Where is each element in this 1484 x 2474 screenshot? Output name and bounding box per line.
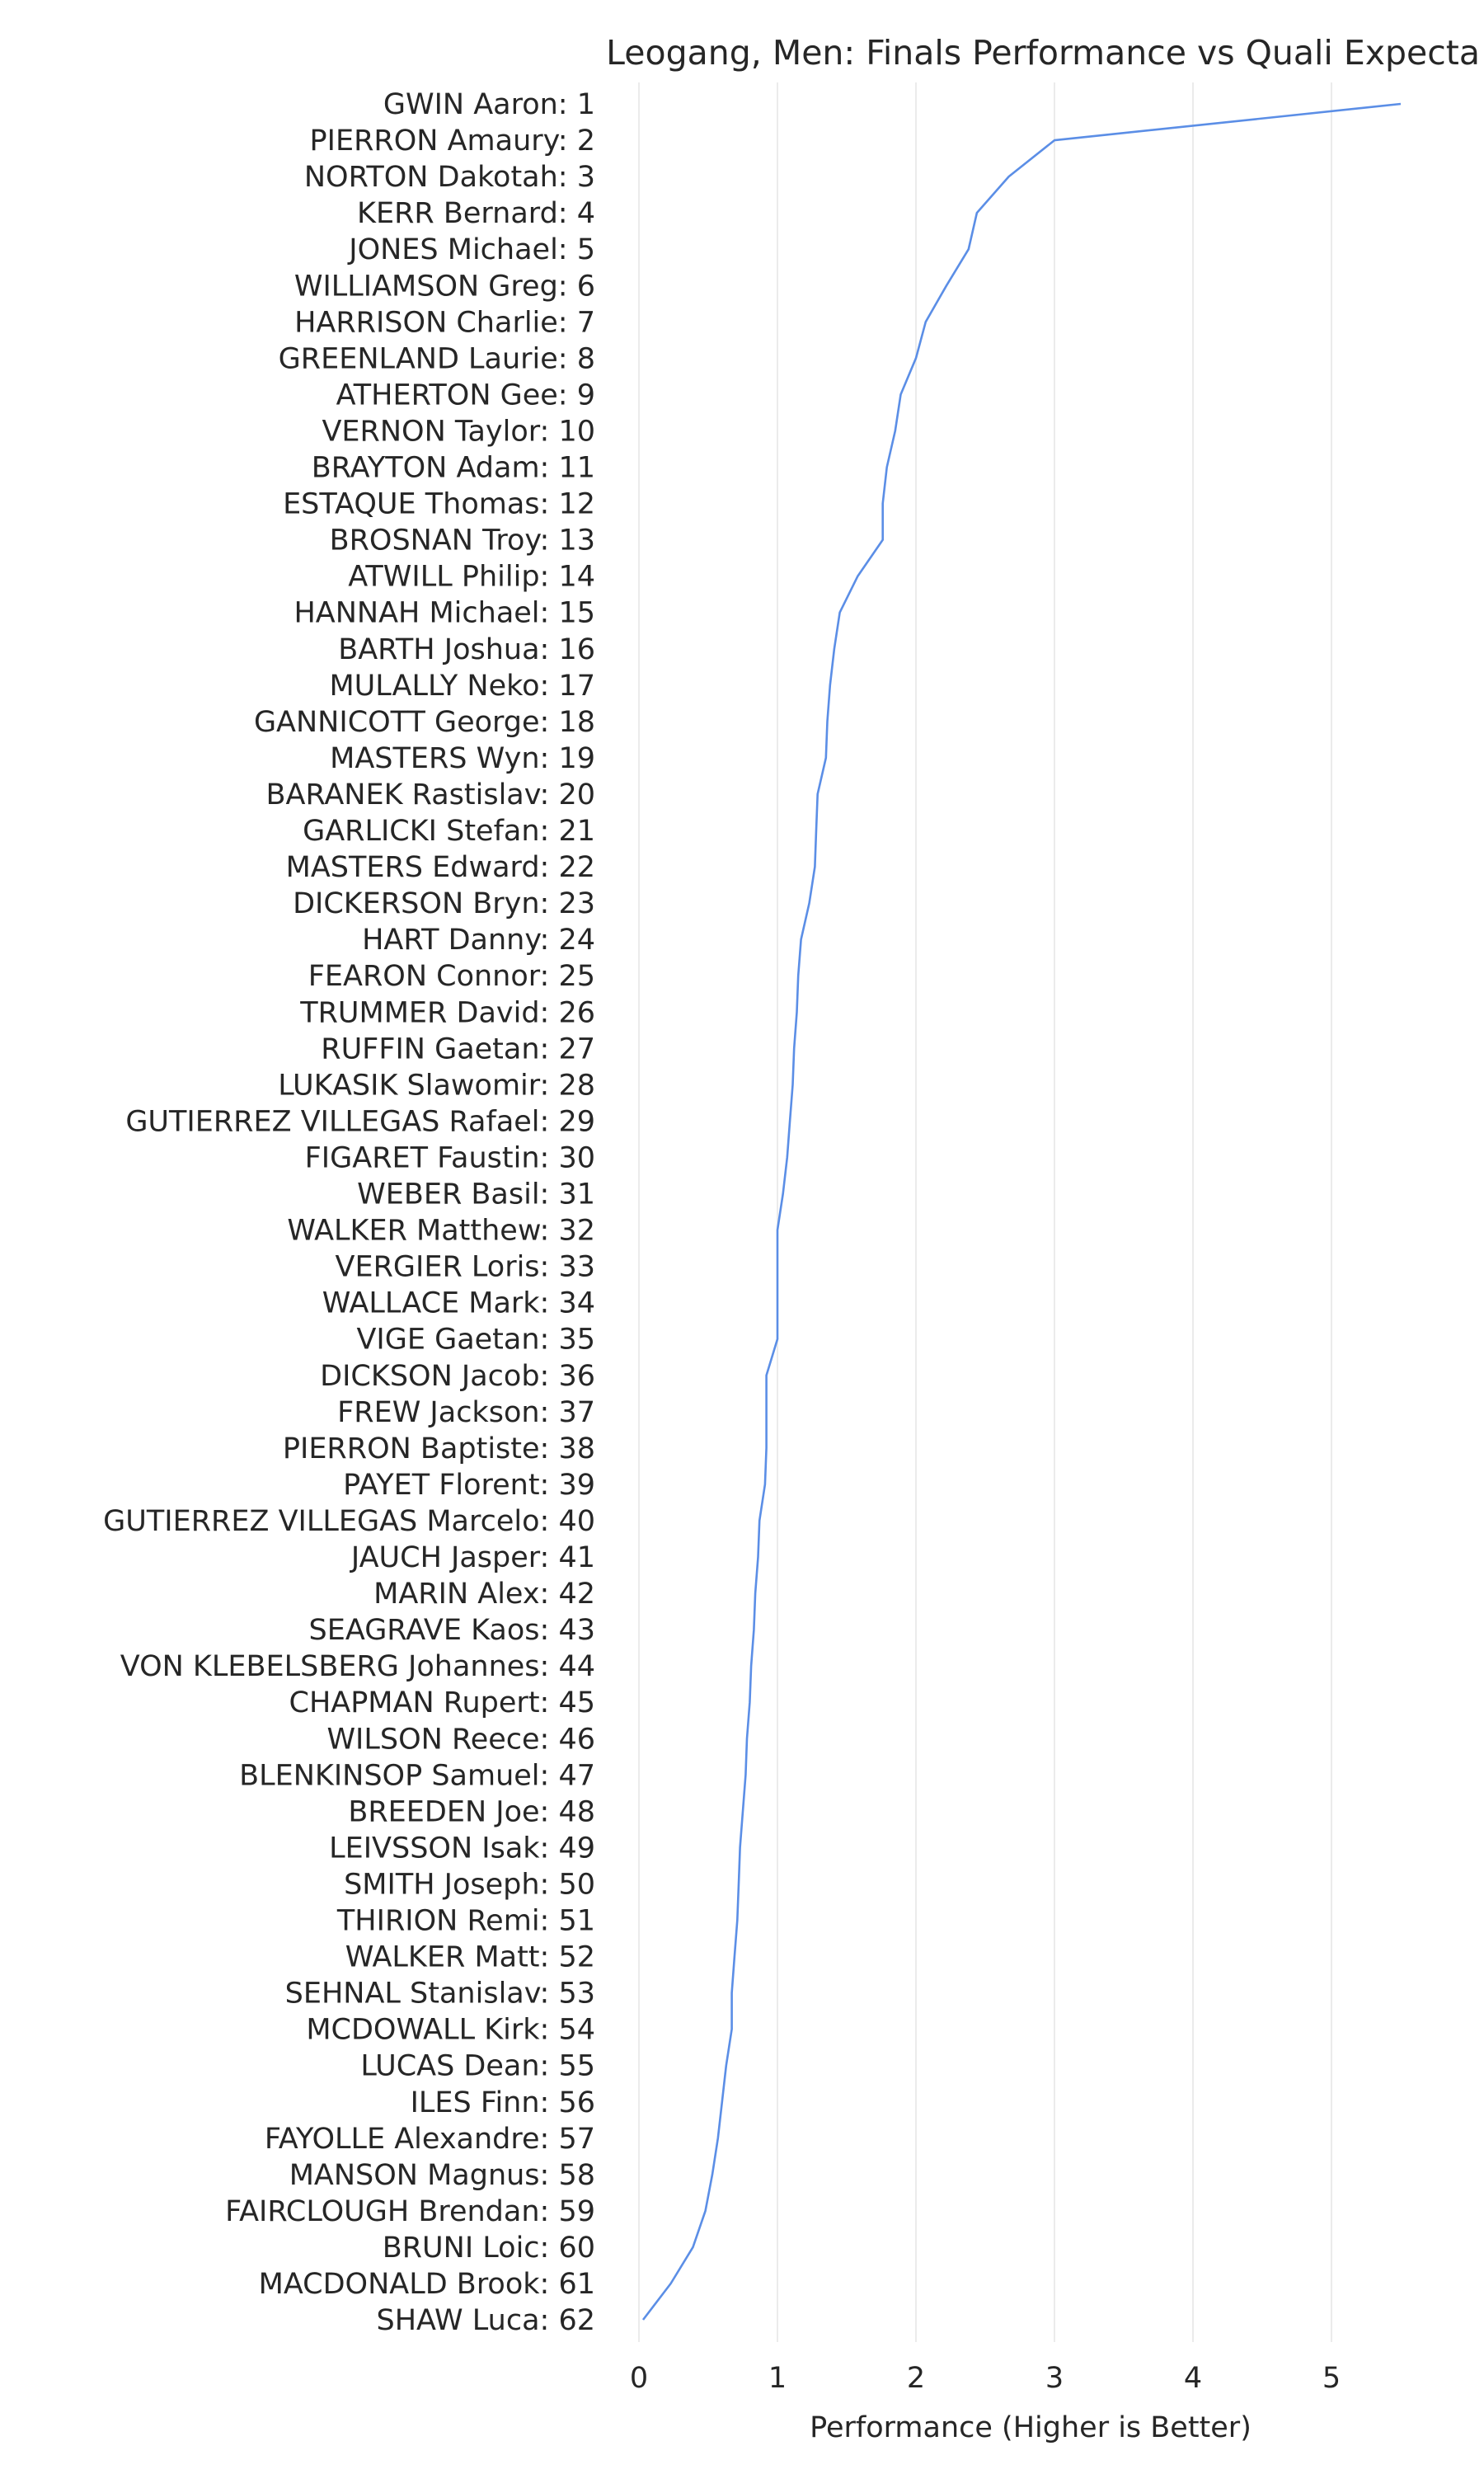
rider-label: MARIN Alex: 42 bbox=[373, 1578, 595, 1611]
x-tick-label: 5 bbox=[1322, 2362, 1341, 2395]
rider-label: HANNAH Michael: 15 bbox=[294, 597, 595, 630]
rider-label: VERNON Taylor: 10 bbox=[322, 415, 595, 448]
x-tick-label: 0 bbox=[630, 2362, 648, 2395]
rider-label: HART Danny: 24 bbox=[362, 924, 595, 957]
rider-label: GWIN Aaron: 1 bbox=[383, 88, 595, 121]
rider-label: LUCAS Dean: 55 bbox=[360, 2050, 595, 2083]
rider-label: BREEDEN Joe: 48 bbox=[348, 1795, 595, 1828]
rider-label: LEIVSSON Isak: 49 bbox=[329, 1832, 595, 1865]
rider-label: GANNICOTT George: 18 bbox=[254, 706, 595, 739]
rider-label: LUKASIK Slawomir: 28 bbox=[278, 1069, 595, 1102]
rider-label: MASTERS Edward: 22 bbox=[286, 851, 595, 884]
rider-label: FEARON Connor: 25 bbox=[308, 960, 595, 993]
rider-label: WALKER Matthew: 32 bbox=[287, 1215, 595, 1248]
rider-label: PIERRON Amaury: 2 bbox=[310, 125, 595, 158]
rider-label: CHAPMAN Rupert: 45 bbox=[289, 1686, 596, 1719]
x-tick-label: 1 bbox=[768, 2362, 787, 2395]
rider-label: VERGIER Loris: 33 bbox=[336, 1251, 595, 1284]
rider-label: SHAW Luca: 62 bbox=[376, 2304, 595, 2337]
rider-label: MANSON Magnus: 58 bbox=[289, 2159, 595, 2192]
rider-label: WALLACE Mark: 34 bbox=[322, 1287, 595, 1320]
rider-label: GARLICKI Stefan: 21 bbox=[303, 815, 595, 848]
rider-label: RUFFIN Gaetan: 27 bbox=[321, 1032, 595, 1065]
rider-label: SMITH Joseph: 50 bbox=[344, 1868, 595, 1901]
rider-label: GUTIERREZ VILLEGAS Rafael: 29 bbox=[125, 1105, 595, 1138]
rider-label: SEHNAL Stanislav: 53 bbox=[285, 1978, 595, 2011]
rider-label: PAYET Florent: 39 bbox=[343, 1469, 595, 1502]
x-tick-label: 4 bbox=[1184, 2362, 1202, 2395]
rider-label: BARTH Joshua: 16 bbox=[338, 633, 595, 666]
rider-label: WEBER Basil: 31 bbox=[357, 1178, 595, 1211]
rider-label: HARRISON Charlie: 7 bbox=[294, 306, 595, 339]
rider-label: NORTON Dakotah: 3 bbox=[304, 161, 595, 194]
rider-label: SEAGRAVE Kaos: 43 bbox=[309, 1614, 595, 1647]
rider-label: DICKSON Jacob: 36 bbox=[320, 1360, 595, 1393]
rider-label: THIRION Remi: 51 bbox=[336, 1905, 595, 1938]
rider-label: BROSNAN Troy: 13 bbox=[330, 524, 595, 557]
rider-label: JONES Michael: 5 bbox=[347, 233, 595, 266]
rider-label: WALKER Matt: 52 bbox=[345, 1941, 595, 1974]
performance-series-line bbox=[641, 102, 1402, 2321]
x-tick-label: 2 bbox=[907, 2362, 925, 2395]
rider-label: TRUMMER David: 26 bbox=[299, 996, 595, 1029]
rider-label: ESTAQUE Thomas: 12 bbox=[283, 488, 595, 521]
rider-label: PIERRON Baptiste: 38 bbox=[283, 1432, 595, 1465]
x-tick-label: 3 bbox=[1045, 2362, 1064, 2395]
x-tick-labels: 0 1 2 3 4 5 bbox=[630, 2362, 1341, 2395]
rider-label: WILLIAMSON Greg: 6 bbox=[294, 270, 595, 303]
rider-label: ATWILL Philip: 14 bbox=[348, 561, 595, 594]
rider-label: VON KLEBELSBERG Johannes: 44 bbox=[120, 1650, 595, 1683]
rider-label: VIGE Gaetan: 35 bbox=[356, 1324, 595, 1357]
series-layer bbox=[641, 102, 1402, 2321]
rider-label: FAYOLLE Alexandre: 57 bbox=[265, 2123, 595, 2156]
rider-label: BLENKINSOP Samuel: 47 bbox=[239, 1759, 595, 1792]
rider-label: FREW Jackson: 37 bbox=[337, 1396, 595, 1429]
rider-label: MACDONALD Brook: 61 bbox=[259, 2268, 595, 2301]
rider-label: ILES Finn: 56 bbox=[411, 2086, 595, 2119]
rider-label: BARANEK Rastislav: 20 bbox=[265, 778, 595, 811]
rider-label: BRUNI Loic: 60 bbox=[383, 2232, 595, 2265]
rider-label: DICKERSON Bryn: 23 bbox=[293, 887, 595, 920]
grid-lines bbox=[638, 82, 1332, 2342]
rider-label: ATHERTON Gee: 9 bbox=[336, 379, 595, 412]
rider-label: KERR Bernard: 4 bbox=[357, 197, 595, 230]
x-axis-label: Performance (Higher is Better) bbox=[810, 2411, 1252, 2444]
rider-label: FAIRCLOUGH Brendan: 59 bbox=[225, 2195, 595, 2228]
rider-label: JAUCH Jasper: 41 bbox=[350, 1541, 595, 1574]
rider-label: MASTERS Wyn: 19 bbox=[330, 742, 595, 775]
rider-label: GREENLAND Laurie: 8 bbox=[279, 342, 595, 375]
rider-label: FIGARET Faustin: 30 bbox=[305, 1141, 595, 1174]
rider-label: BRAYTON Adam: 11 bbox=[312, 452, 595, 485]
rider-label: GUTIERREZ VILLEGAS Marcelo: 40 bbox=[103, 1505, 595, 1538]
rider-label: MCDOWALL Kirk: 54 bbox=[306, 2014, 595, 2047]
rider-label: WILSON Reece: 46 bbox=[326, 1723, 595, 1756]
chart-title: Leogang, Men: Finals Performance vs Qual… bbox=[606, 33, 1480, 73]
rider-label: MULALLY Neko: 17 bbox=[329, 670, 595, 703]
